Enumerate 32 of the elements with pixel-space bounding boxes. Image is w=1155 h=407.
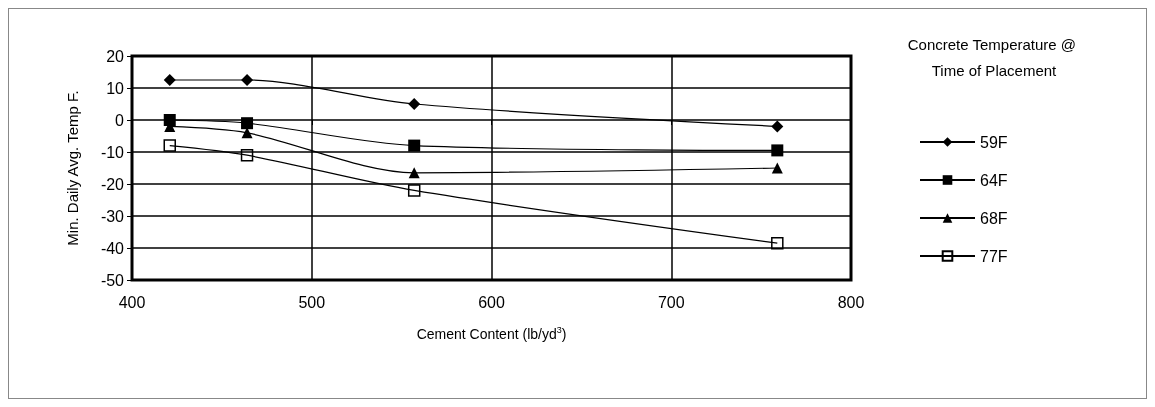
point <box>163 74 176 86</box>
point <box>407 184 421 197</box>
y-axis-title: Min. Daily Avg. Temp F. <box>64 90 81 246</box>
point <box>771 120 784 133</box>
point <box>408 98 421 110</box>
y-tick-label: -40 <box>100 239 125 257</box>
y-tick-label: 20 <box>106 47 125 65</box>
x-tick-label: 800 <box>837 293 865 311</box>
x-tick-label: 700 <box>657 293 685 311</box>
y-tick-label: -30 <box>100 207 125 225</box>
point <box>771 162 783 174</box>
legend-label: 59F <box>980 133 1008 151</box>
y-tick-label: 10 <box>106 79 125 97</box>
y-tick-label: -50 <box>100 271 125 289</box>
point <box>408 167 420 179</box>
y-tick-label: 0 <box>115 111 125 129</box>
point <box>771 144 784 157</box>
legend-label: 77F <box>980 247 1008 265</box>
point <box>771 236 784 250</box>
x-tick-label: 600 <box>478 293 505 311</box>
legend-label: 64F <box>980 171 1008 189</box>
point <box>241 117 254 130</box>
point <box>408 139 421 152</box>
point <box>241 74 254 86</box>
legend-label: 68F <box>980 209 1008 227</box>
x-tick-label: 500 <box>298 293 326 311</box>
y-tick-label: -20 <box>100 175 125 193</box>
point <box>163 139 176 152</box>
legend-title: Concrete Temperature @ Time of Placement <box>907 35 1081 79</box>
point <box>240 148 254 162</box>
y-tick-label: -10 <box>100 143 125 161</box>
x-tick-label: 400 <box>118 293 146 311</box>
